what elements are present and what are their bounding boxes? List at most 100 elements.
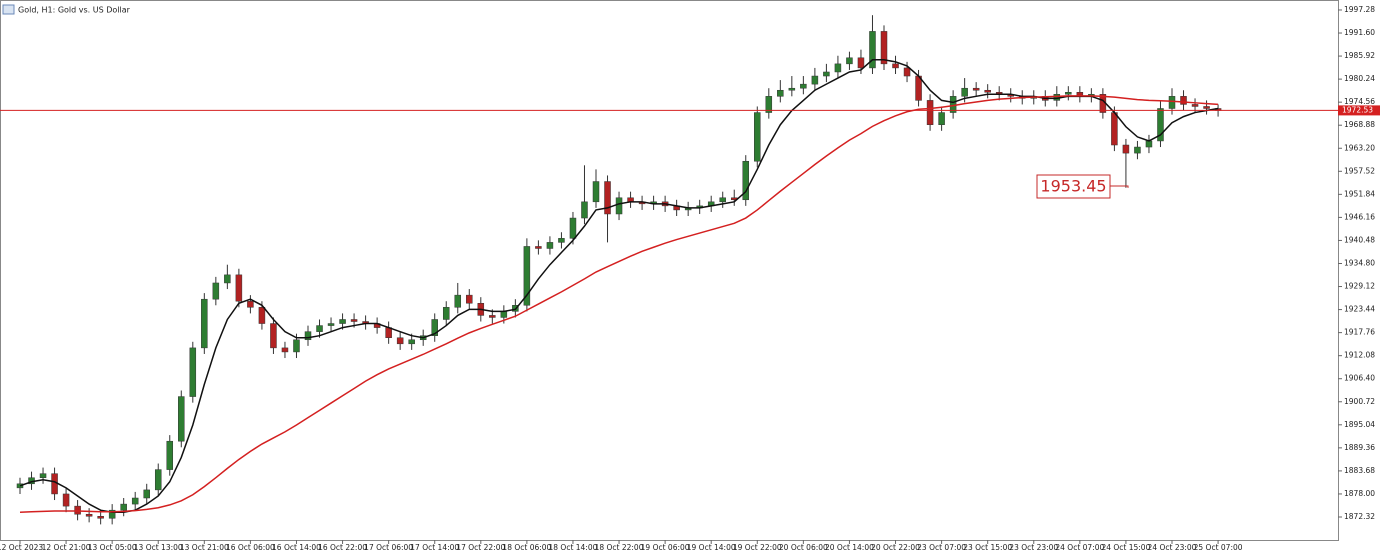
candle-body (350, 319, 358, 322)
x-tick-label: 24 Oct 15:00 (1101, 543, 1150, 552)
candle-body (558, 238, 565, 243)
y-tick-label: 1872.32 (1344, 512, 1375, 521)
candle-body (857, 57, 865, 69)
candle-body (62, 493, 70, 507)
annotation-leader (1110, 185, 1129, 188)
x-tick-label: 20 Oct 06:00 (779, 543, 828, 552)
candle-body (938, 112, 945, 125)
candle-body (178, 396, 185, 442)
y-tick-label: 1957.52 (1344, 166, 1375, 175)
candle-body (903, 67, 911, 77)
candle-body (39, 473, 47, 478)
candle-body (1145, 140, 1153, 148)
x-tick-label: 25 Oct 07:00 (1194, 543, 1243, 552)
candle-body (235, 274, 243, 302)
x-tick-label: 17 Oct 14:00 (410, 543, 459, 552)
x-tick-label: 20 Oct 14:00 (825, 543, 874, 552)
x-tick-label: 16 Oct 14:00 (272, 543, 321, 552)
candle-body (719, 197, 726, 203)
candle-body (869, 31, 876, 69)
x-tick-label: 18 Oct 06:00 (502, 543, 551, 552)
candle-body (604, 181, 611, 215)
moving-average (19, 95, 1219, 513)
candle-body (569, 217, 577, 239)
candle-body (535, 246, 542, 249)
candle-body (1134, 146, 1141, 154)
candle-body (154, 469, 162, 491)
x-tick-label: 12 Oct 2023 (0, 543, 43, 552)
candle-body (788, 87, 796, 91)
y-tick-label: 1963.20 (1344, 143, 1375, 152)
y-tick-label: 1985.92 (1344, 51, 1375, 60)
y-tick-label: 1980.24 (1344, 74, 1375, 83)
candle-body (131, 497, 139, 505)
x-tick-label: 19 Oct 14:00 (687, 543, 736, 552)
candle-body (523, 246, 531, 306)
x-tick-label: 19 Oct 22:00 (733, 543, 782, 552)
candle-body (489, 315, 496, 318)
y-tick-label: 1900.72 (1344, 397, 1375, 406)
candle-body (1157, 108, 1164, 142)
candle-body (834, 63, 842, 73)
chart-title: Gold, H1: Gold vs. US Dollar (18, 6, 131, 15)
x-tick-label: 17 Oct 06:00 (364, 543, 413, 552)
candle-body (120, 503, 127, 511)
candle-body (800, 83, 807, 89)
y-tick-label: 1889.36 (1344, 443, 1375, 452)
x-tick-label: 23 Oct 15:00 (963, 543, 1012, 552)
y-tick-label: 1883.68 (1344, 466, 1375, 475)
candle-body (984, 89, 991, 93)
candle-body (811, 75, 819, 85)
y-tick-label: 1895.04 (1344, 420, 1375, 429)
candle-body (247, 300, 254, 308)
candle-body (108, 509, 116, 519)
candle-body (293, 339, 300, 353)
candle-body (408, 339, 415, 345)
candle-body (754, 112, 761, 162)
y-tick-label: 1997.28 (1344, 5, 1375, 14)
candle-body (615, 197, 623, 215)
y-tick-label: 1923.44 (1344, 305, 1375, 314)
x-tick-label: 20 Oct 22:00 (871, 543, 920, 552)
x-tick-label: 16 Oct 22:00 (318, 543, 367, 552)
candle-body (1065, 92, 1072, 95)
candle-body (396, 337, 404, 345)
x-tick-label: 18 Oct 14:00 (549, 543, 598, 552)
candle-body (972, 87, 980, 91)
candle-body (880, 31, 888, 65)
candle-body (201, 298, 208, 349)
candle-body (85, 513, 93, 517)
candle-body (281, 347, 289, 353)
y-tick-label: 1934.80 (1344, 258, 1375, 267)
current-price-label: 1972.53 (1342, 105, 1373, 114)
x-tick-label: 19 Oct 06:00 (641, 543, 690, 552)
candle-body (1180, 96, 1187, 105)
y-tick-label: 1906.40 (1344, 374, 1375, 383)
candle-body (765, 96, 773, 113)
candle-body (1191, 104, 1199, 107)
candle-body (892, 63, 899, 69)
candle-body (316, 325, 323, 332)
y-tick-label: 1940.48 (1344, 235, 1375, 244)
x-tick-label: 18 Oct 22:00 (595, 543, 644, 552)
candle-body (546, 242, 554, 249)
x-tick-label: 24 Oct 23:00 (1148, 543, 1197, 552)
candle-body (1122, 144, 1130, 154)
candle-body (74, 505, 81, 515)
y-tick-label: 1991.60 (1344, 28, 1375, 37)
annotation-box (1036, 174, 1111, 199)
candle-body (224, 274, 231, 284)
y-tick-label: 1912.08 (1344, 351, 1375, 360)
candle-body (500, 311, 508, 318)
candle-body (339, 319, 346, 324)
x-tick-label: 17 Oct 22:00 (456, 543, 505, 552)
y-tick-label: 1951.84 (1344, 189, 1375, 198)
candle-body (270, 323, 277, 349)
candle-body (442, 307, 450, 320)
y-tick-label: 1917.76 (1344, 328, 1375, 337)
candle-body (592, 181, 600, 203)
candle-body (581, 201, 588, 219)
candle-body (143, 489, 150, 499)
candle-body (1168, 96, 1176, 109)
